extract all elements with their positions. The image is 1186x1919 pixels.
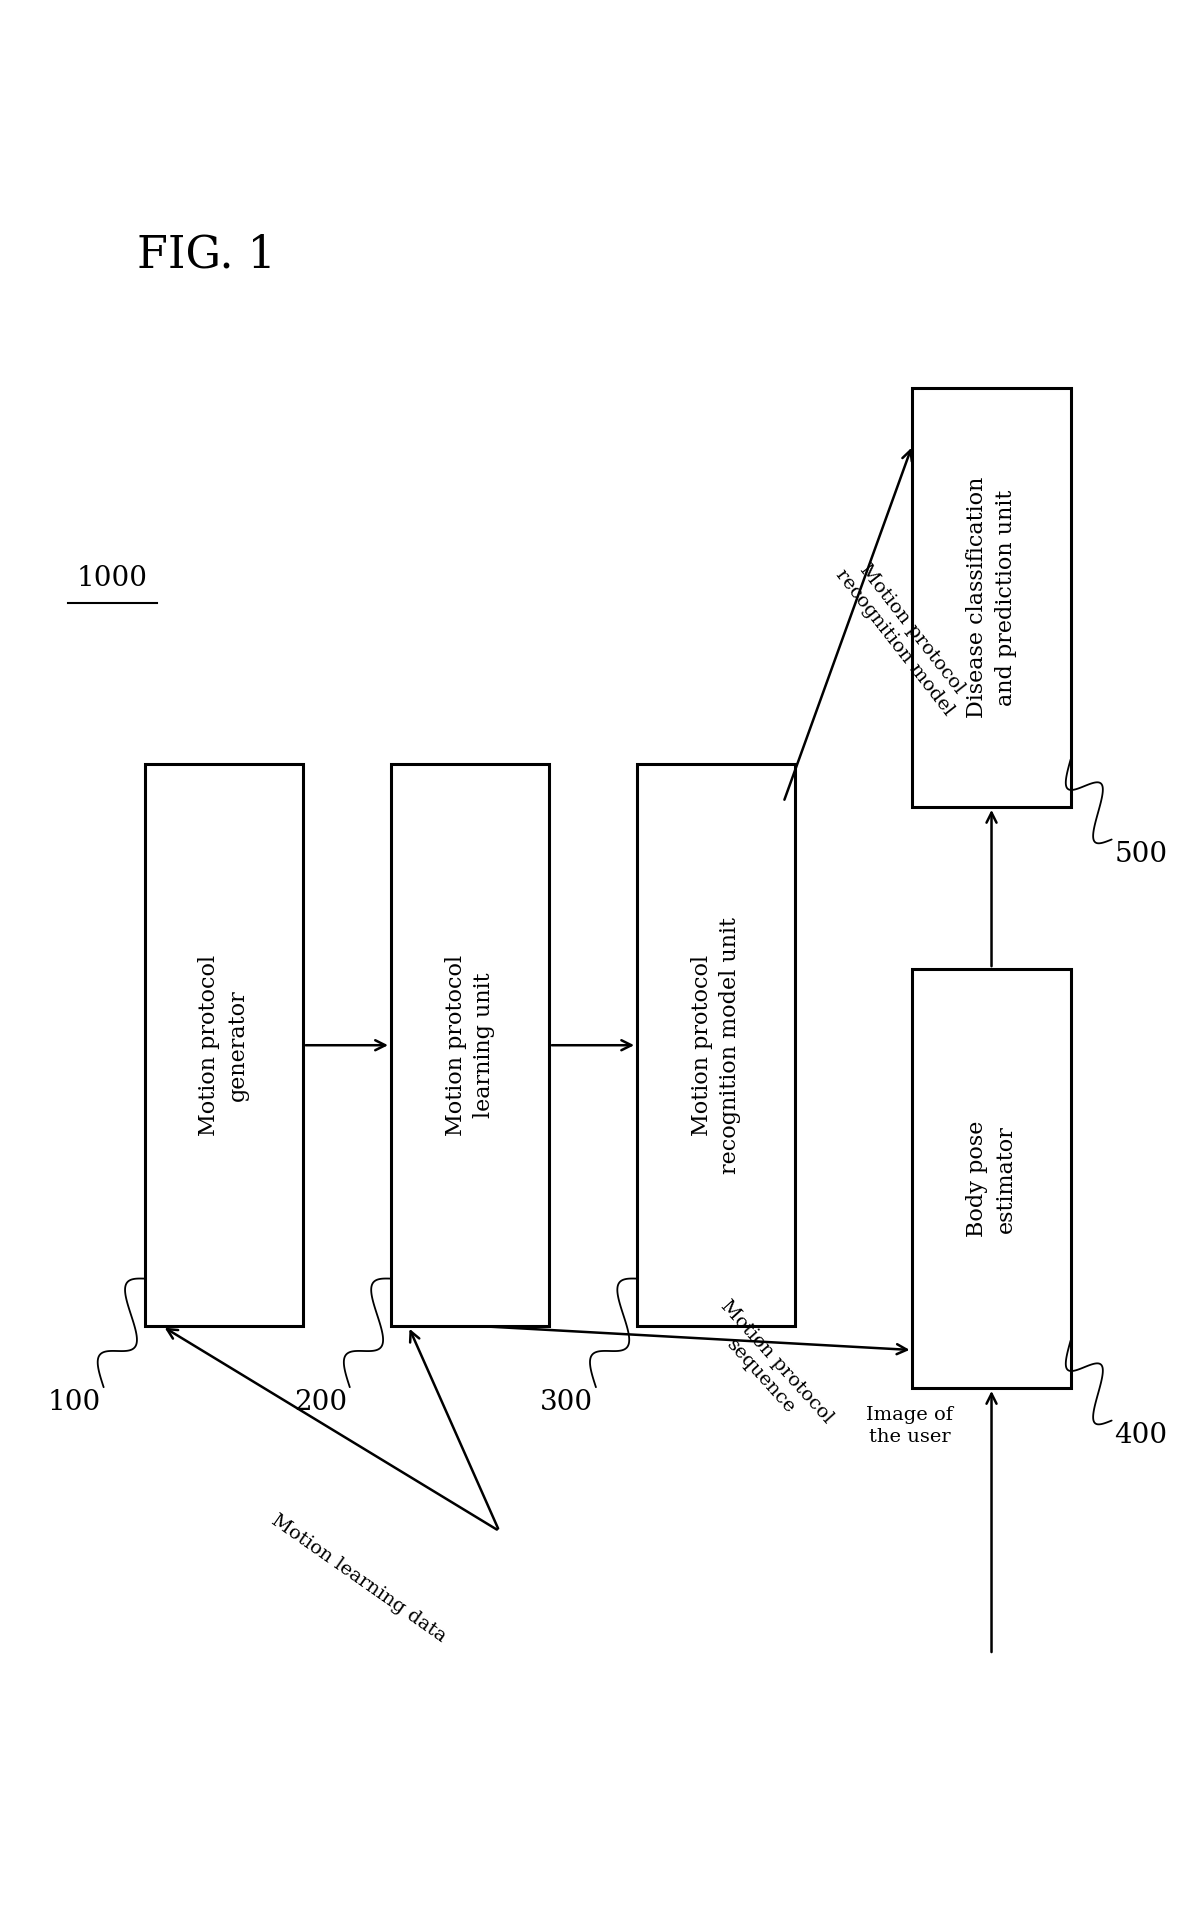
Text: 400: 400 [1115,1422,1167,1449]
Text: Disease classification
and prediction unit: Disease classification and prediction un… [967,476,1016,718]
Text: Image of
the user: Image of the user [866,1407,954,1447]
Text: 500: 500 [1115,841,1167,867]
Text: Motion protocol
recognition model: Motion protocol recognition model [833,553,975,720]
Bar [912,969,1071,1387]
Text: Motion protocol
sequence: Motion protocol sequence [701,1297,837,1441]
Text: 100: 100 [47,1389,101,1416]
Text: Motion protocol
recognition model unit: Motion protocol recognition model unit [690,917,741,1174]
Text: Motion protocol
generator: Motion protocol generator [198,954,249,1136]
Text: Motion learning data: Motion learning data [268,1512,449,1647]
Text: 300: 300 [540,1389,593,1416]
Bar [145,764,302,1326]
Bar [912,388,1071,808]
Text: Body pose
estimator: Body pose estimator [967,1121,1016,1236]
Text: FIG. 1: FIG. 1 [136,232,275,276]
Text: 200: 200 [294,1389,347,1416]
Bar [637,764,795,1326]
Text: Motion protocol
learning unit: Motion protocol learning unit [445,954,496,1136]
Bar [391,764,549,1326]
Text: 1000: 1000 [77,564,148,591]
